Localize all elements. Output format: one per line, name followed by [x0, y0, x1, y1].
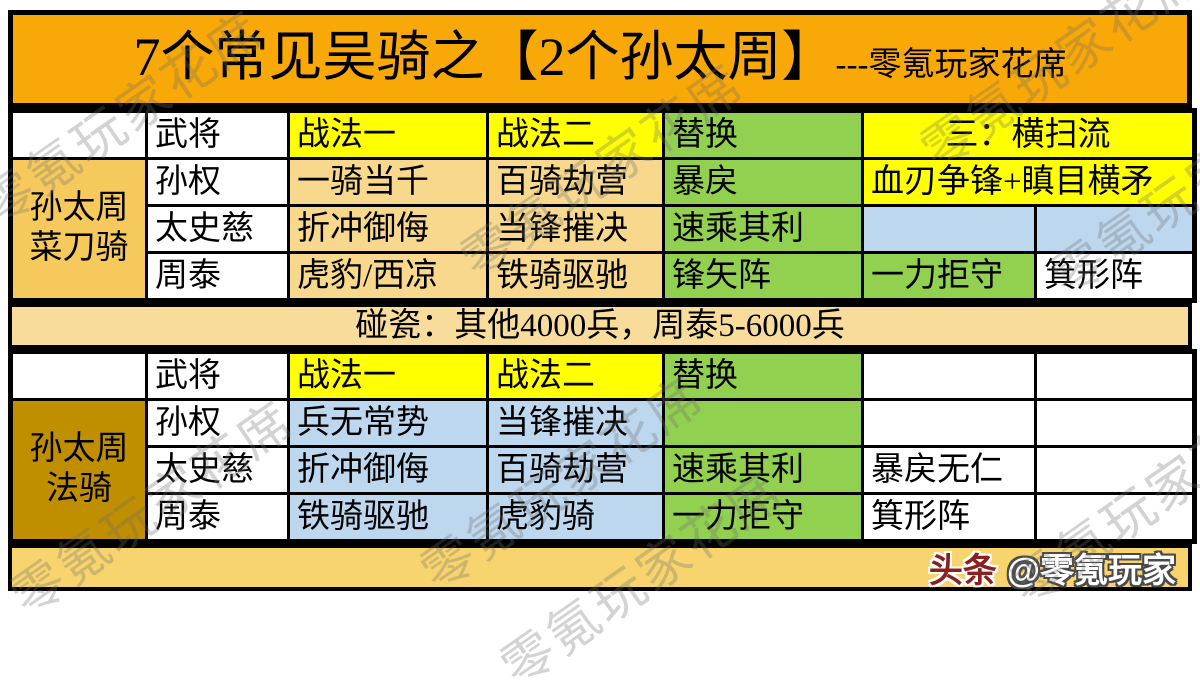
- replace-cell: [662, 398, 864, 448]
- table-row: 太史慈 折冲御侮 百骑劫营 速乘其利 暴戻无仁: [11, 445, 1196, 495]
- skill2-cell: 百骑劫营: [486, 157, 665, 207]
- skill1-cell: 折冲御侮: [287, 445, 489, 495]
- empty-cell: [1034, 350, 1196, 401]
- skill2-cell: 铁骑驱驰: [486, 251, 665, 302]
- skill1-cell: 铁骑驱驰: [287, 492, 489, 543]
- troops-note-banner: 碰瓷：其他4000兵，周泰5-6000兵: [8, 303, 1192, 349]
- empty-cell: [1034, 492, 1196, 543]
- skill1-cell: 一骑当千: [287, 157, 489, 207]
- header-skill2: 战法二: [486, 109, 665, 160]
- header-general: 武将: [145, 109, 290, 160]
- alt-cell: 箕形阵: [861, 492, 1037, 543]
- table-header-row: 武将 战法一 战法二 替换: [9, 350, 1196, 401]
- skill2-cell: 当锋摧决: [486, 204, 665, 254]
- replace-cell: 速乘其利: [662, 204, 864, 254]
- general-cell: 周泰: [145, 492, 290, 543]
- alt-cell: 暴戻无仁: [861, 445, 1037, 495]
- footer-bar: 头条 @零氪玩家: [8, 544, 1192, 591]
- title-author-suffix: ---零氪玩家花席: [835, 47, 1067, 83]
- page-title: 7个常见吴骑之【2个孙太周】: [133, 27, 836, 87]
- general-cell: 周泰: [145, 251, 290, 302]
- skill2-cell: 虎豹骑: [486, 492, 665, 543]
- table-row: 孙太周菜刀骑 孙权 一骑当千 百骑劫营 暴戻 血刃争锋+瞋目横矛: [9, 157, 1196, 302]
- alt-cell: 一力拒守: [861, 251, 1037, 302]
- header-variant-three: 三：横扫流: [861, 109, 1196, 160]
- variant-skills-cell: 血刃争锋+瞋目横矛: [861, 157, 1196, 207]
- faqi-cavalry-table: 武将 战法一 战法二 替换 孙太周法骑 孙权 兵无常势 当锋摧决 太史慈 折冲御…: [8, 349, 1197, 544]
- header-replace: 替换: [662, 350, 864, 401]
- group-label-faqi: 孙太周法骑: [9, 398, 148, 543]
- empty-cell: [861, 350, 1037, 401]
- general-cell: 太史慈: [145, 204, 290, 254]
- table-row: 周泰 铁骑驱驰 虎豹骑 一力拒守 箕形阵: [11, 492, 1196, 543]
- skill1-cell: 折冲御侮: [287, 204, 489, 254]
- author-handle: @零氪玩家: [1006, 552, 1176, 590]
- skill2-cell: 百骑劫营: [486, 445, 665, 495]
- empty-cell: [1034, 445, 1196, 495]
- header-skill1: 战法一: [287, 350, 489, 401]
- empty-cell: [861, 398, 1037, 448]
- header-skill2: 战法二: [486, 350, 665, 401]
- general-cell: 太史慈: [145, 445, 290, 495]
- header-general: 武将: [145, 350, 290, 401]
- replace-cell: 暴戻: [662, 157, 864, 207]
- title-banner: 7个常见吴骑之【2个孙太周】---零氪玩家花席: [8, 10, 1192, 108]
- group-label-caidao: 孙太周菜刀骑: [9, 157, 148, 302]
- header-replace: 替换: [662, 109, 864, 160]
- caidao-cavalry-table: 武将 战法一 战法二 替换 三：横扫流 孙太周菜刀骑 孙权 一骑当千 百骑劫营 …: [8, 108, 1197, 303]
- empty-cell: [1034, 398, 1196, 448]
- alt-cell: 箕形阵: [1034, 251, 1196, 302]
- table-row: 孙太周法骑 孙权 兵无常势 当锋摧决: [9, 398, 1196, 543]
- replace-cell: 锋矢阵: [662, 251, 864, 302]
- table-row: 周泰 虎豹/西凉 铁骑驱驰 锋矢阵 一力拒守 箕形阵: [11, 251, 1196, 302]
- empty-cell: [1034, 204, 1196, 254]
- blank-corner-cell: [9, 109, 148, 160]
- blank-corner-cell: [9, 350, 148, 401]
- table-header-row: 武将 战法一 战法二 替换 三：横扫流: [9, 109, 1196, 160]
- replace-cell: 一力拒守: [662, 492, 864, 543]
- header-skill1: 战法一: [287, 109, 489, 160]
- replace-cell: 速乘其利: [662, 445, 864, 495]
- skill2-cell: 当锋摧决: [486, 398, 665, 448]
- skill1-cell: 兵无常势: [287, 398, 489, 448]
- skill1-cell: 虎豹/西凉: [287, 251, 489, 302]
- toutiao-badge: 头条: [928, 552, 997, 590]
- table-row: 太史慈 折冲御侮 当锋摧决 速乘其利: [11, 204, 1196, 254]
- general-cell: 孙权: [145, 398, 290, 448]
- empty-cell: [861, 204, 1037, 254]
- general-cell: 孙权: [145, 157, 290, 207]
